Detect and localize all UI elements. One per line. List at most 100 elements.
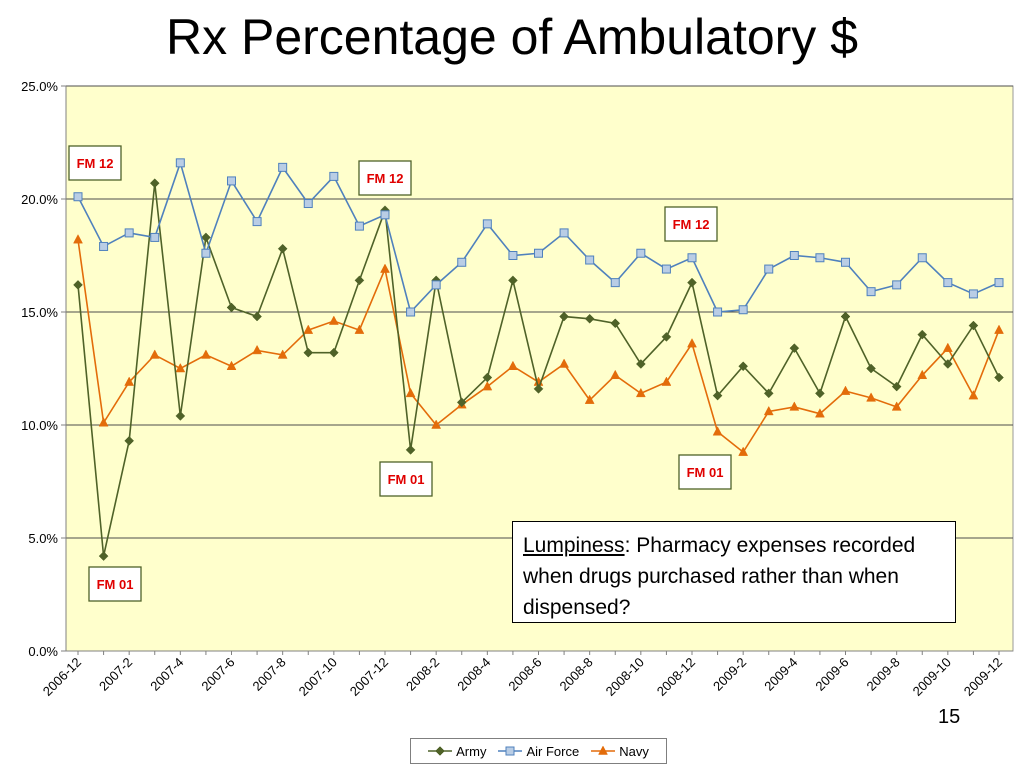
data-point-army [559, 311, 569, 322]
y-tick-label: 20.0% [21, 192, 58, 207]
x-tick-label: 2007-8 [250, 655, 289, 694]
gridlines [66, 85, 1013, 539]
annotation-fm-01: FM 01 [88, 566, 142, 602]
data-point-navy [661, 376, 672, 386]
data-point-air-force [73, 192, 83, 202]
annotation-box [358, 160, 412, 196]
y-tick-label: 25.0% [21, 79, 58, 94]
data-point-navy [226, 360, 237, 370]
data-point-air-force [764, 264, 774, 274]
data-point-army [968, 320, 979, 331]
data-point-navy [994, 324, 1004, 334]
data-point-air-force [866, 287, 876, 297]
x-tick-label: 2009-10 [910, 655, 954, 699]
data-point-navy [431, 419, 442, 429]
data-point-army [482, 372, 493, 383]
legend-swatch-air-force [498, 746, 523, 756]
legend-swatch-army [428, 746, 453, 756]
y-tick-label: 15.0% [21, 305, 58, 320]
annotation-box [678, 454, 732, 490]
data-point-navy [866, 392, 876, 402]
annotation-box [68, 145, 122, 181]
data-point-air-force [713, 307, 723, 317]
annotation-fm-01: FM 01 [678, 454, 732, 490]
legend-item-air-force: Air Force [498, 744, 579, 759]
annotation-box [379, 461, 433, 497]
data-point-air-force [508, 251, 518, 260]
data-point-air-force [150, 232, 160, 242]
annotation-label: FM 12 [77, 156, 114, 171]
slide-title: Rx Percentage of Ambulatory $ [165, 9, 859, 65]
data-point-navy [584, 394, 595, 404]
data-point-air-force [661, 264, 671, 274]
data-point-air-force [175, 158, 185, 168]
annotation-label: FM 12 [673, 217, 710, 232]
data-point-air-force [278, 162, 288, 172]
data-point-navy [124, 376, 135, 386]
x-tick-label: 2008-12 [654, 655, 698, 699]
data-point-air-force [329, 171, 339, 181]
data-point-air-force [227, 176, 236, 186]
x-tick-label: 2008-10 [603, 655, 647, 699]
data-point-army [815, 388, 825, 399]
annotation-box [664, 206, 718, 242]
data-point-army [354, 275, 365, 286]
data-point-air-force [943, 278, 953, 288]
data-point-army [73, 280, 83, 290]
data-point-air-force [994, 278, 1004, 288]
data-point-air-force [585, 255, 595, 265]
series-army [73, 178, 1004, 561]
x-tick-label: 2008-8 [557, 655, 596, 694]
x-tick-label: 2008-6 [505, 655, 544, 694]
legend-swatch-marker [598, 745, 609, 755]
data-point-air-force [789, 251, 799, 260]
data-point-navy [328, 315, 339, 325]
data-point-air-force [99, 241, 109, 251]
annotation-label: FM 01 [388, 472, 425, 487]
data-point-air-force [968, 289, 978, 299]
data-point-air-force [917, 253, 927, 263]
data-point-navy [942, 342, 953, 352]
x-tick-label: 2009-2 [710, 655, 749, 694]
data-point-navy [303, 324, 314, 334]
series-air-force [73, 158, 1004, 317]
data-point-navy [98, 417, 109, 427]
x-tick-label: 2007-4 [147, 655, 186, 694]
slide-number: 15 [938, 706, 961, 728]
data-point-navy [559, 358, 569, 368]
x-tick-label: 2007-10 [296, 655, 340, 699]
data-point-army [252, 311, 262, 322]
data-point-navy [252, 344, 262, 355]
annotation-box [88, 566, 142, 602]
data-point-navy [610, 369, 621, 380]
series-navy [73, 234, 1004, 456]
data-point-navy [482, 381, 493, 391]
data-point-navy [840, 385, 851, 395]
data-point-army [175, 411, 186, 421]
data-point-air-force [534, 248, 543, 258]
legend-swatch-marker [435, 746, 445, 756]
annotation-fm-12: FM 12 [664, 206, 718, 242]
data-point-air-force [252, 217, 262, 227]
x-tick-label: 2007-2 [96, 655, 135, 694]
data-point-army [226, 302, 237, 313]
x-tick-label: 2009-8 [864, 655, 903, 694]
x-tick-label: 2009-6 [812, 655, 851, 694]
data-point-army [866, 363, 876, 374]
data-point-air-force [815, 253, 825, 263]
annotation-layer: FM 12 FM 01 FM 12 FM 01 FM 12 FM 01 [68, 145, 732, 602]
data-point-air-force [892, 280, 902, 290]
data-point-navy [73, 234, 83, 244]
data-point-air-force [354, 221, 364, 231]
data-point-navy [175, 362, 186, 373]
data-point-army [763, 388, 774, 399]
data-point-army [712, 390, 723, 401]
data-point-navy [508, 360, 518, 370]
data-point-army [994, 372, 1004, 383]
data-point-army [942, 359, 953, 369]
data-point-navy [917, 369, 928, 380]
data-point-army [98, 551, 109, 561]
y-tick-label: 0.0% [28, 644, 58, 659]
data-point-army [533, 383, 544, 394]
x-tick-label: 2008-4 [454, 655, 493, 694]
